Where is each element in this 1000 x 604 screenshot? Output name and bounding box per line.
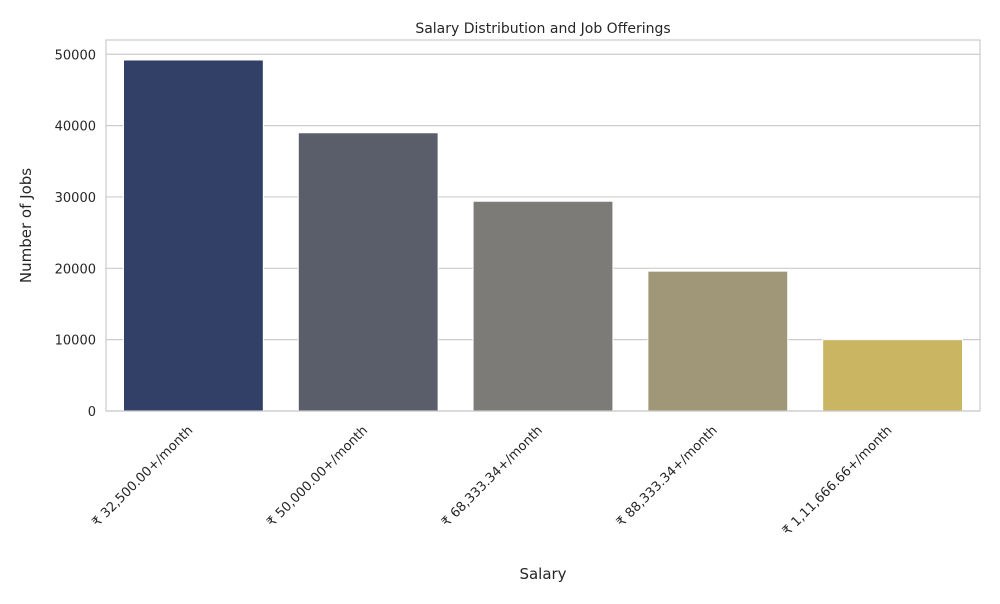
y-tick-label: 20000 [55,262,96,277]
y-tick-label: 30000 [55,191,96,206]
x-tick-labels: ₹ 32,500.00+/month ₹ 50,000.00+/month ₹ 68… [89,423,895,539]
x-axis-label: Salary [519,565,566,583]
y-tick-label: 0 [88,405,96,420]
bar-2 [297,132,439,412]
x-tick-label: ₹ 1,11,666.66+/month [780,423,896,539]
bar-layer [122,59,964,412]
chart-title: Salary Distribution and Job Offerings [415,21,670,37]
y-tick-label: 40000 [55,120,96,135]
y-tick-label: 50000 [55,48,96,63]
bar-5 [822,339,964,412]
y-axis-label: Number of Jobs [17,168,35,283]
x-tick-label: ₹ 50,000.00+/month [264,423,371,530]
bar-1 [122,59,264,412]
x-tick-label: ₹ 32,500.00+/month [89,423,196,530]
y-tick-label: 10000 [55,334,96,349]
bar-3 [472,200,614,412]
bar-4 [647,270,789,412]
y-tick-labels: 0 10000 20000 30000 40000 50000 [55,48,96,420]
plot-frame [105,39,981,412]
x-tick-label: ₹ 88,333.34+/month [614,423,721,530]
x-tick-label: ₹ 68,333.34+/month [439,423,546,530]
